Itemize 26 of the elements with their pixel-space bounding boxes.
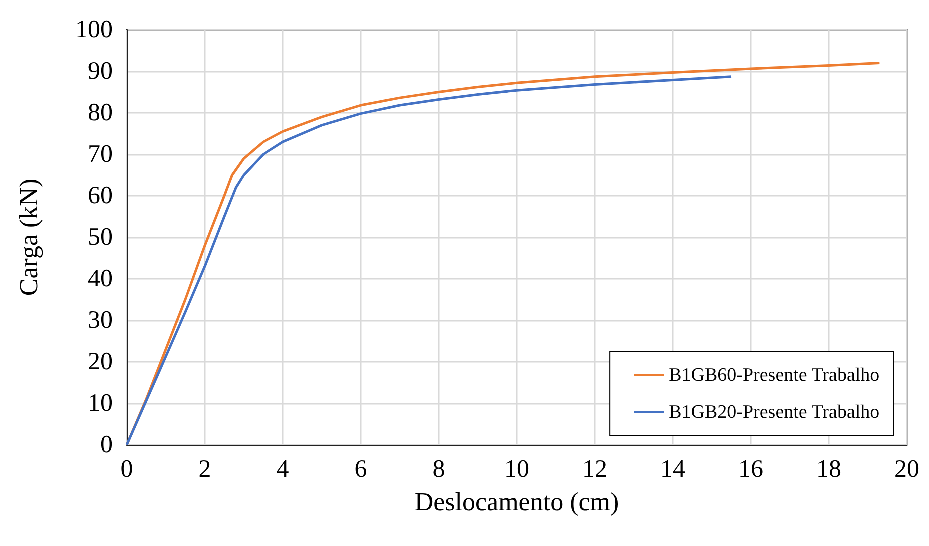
- y-tick-label: 0: [100, 432, 113, 458]
- y-tick-label: 60: [88, 182, 113, 210]
- y-tick-label: 10: [88, 390, 113, 417]
- y-tick-label: 100: [76, 16, 113, 44]
- x-tick-label: 10: [504, 456, 530, 483]
- x-tick-label: 6: [354, 456, 368, 483]
- legend-label: B1GB20-Presente Trabalho: [669, 402, 880, 423]
- x-tick-label: 12: [582, 456, 608, 483]
- x-tick-label: 8: [432, 456, 446, 483]
- legend-label: B1GB60-Presente Trabalho: [669, 365, 880, 386]
- y-tick-label: 50: [88, 224, 113, 251]
- y-axis-title: Carga (kN): [14, 178, 44, 296]
- x-tick-label: 16: [738, 456, 764, 483]
- x-tick-label: 2: [198, 456, 212, 483]
- x-tick-label: 0: [120, 456, 134, 483]
- y-tick-label: 20: [88, 348, 113, 376]
- x-tick-label: 18: [816, 456, 842, 483]
- x-tick-label: 20: [894, 456, 920, 483]
- y-tick-label: 30: [88, 307, 113, 334]
- x-axis-title: Deslocamento (cm): [414, 488, 620, 516]
- x-tick-label: 14: [660, 456, 686, 483]
- x-tick-label: 4: [276, 456, 290, 483]
- y-tick-label: 90: [88, 58, 113, 85]
- y-tick-label: 40: [88, 266, 113, 292]
- y-tick-label: 80: [88, 100, 113, 126]
- y-tick-label: 70: [88, 141, 113, 168]
